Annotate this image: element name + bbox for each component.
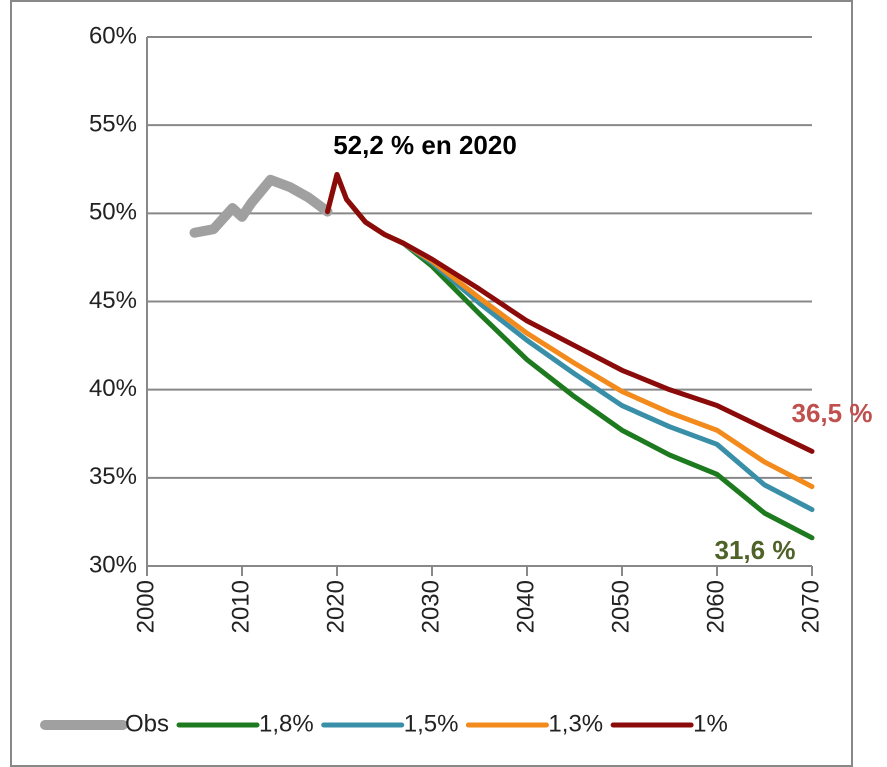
y-tick-label: 50% — [89, 199, 137, 226]
y-tick-label: 35% — [89, 463, 137, 490]
legend-label: Obs — [125, 710, 169, 737]
x-tick-label: 2010 — [227, 580, 254, 633]
series-line — [325, 172, 815, 541]
annotation: 52,2 % en 2020 — [333, 130, 517, 160]
annotation: 36,5 % — [792, 398, 873, 428]
y-tick-label: 30% — [89, 551, 137, 578]
y-tick-label: 60% — [89, 22, 137, 49]
x-tick-label: 2030 — [417, 580, 444, 633]
x-tick-label: 2020 — [322, 580, 349, 633]
y-tick-label: 45% — [89, 287, 137, 314]
annotation: 31,6 % — [715, 535, 796, 565]
legend-label: 1,5% — [404, 710, 459, 737]
series-line — [325, 172, 815, 490]
y-tick-label: 55% — [89, 111, 137, 138]
series-line — [325, 172, 815, 454]
x-tick-label: 2070 — [797, 580, 824, 633]
x-tick-label: 2050 — [607, 580, 634, 633]
legend-label: 1% — [693, 710, 728, 737]
x-tick-label: 2060 — [702, 580, 729, 633]
x-tick-label: 2000 — [132, 580, 159, 633]
chart-frame — [10, 0, 853, 767]
x-tick-label: 2040 — [512, 580, 539, 633]
series-line — [189, 174, 333, 238]
legend-label: 1,8% — [259, 710, 314, 737]
y-tick-label: 40% — [89, 375, 137, 402]
legend-label: 1,3% — [548, 710, 603, 737]
